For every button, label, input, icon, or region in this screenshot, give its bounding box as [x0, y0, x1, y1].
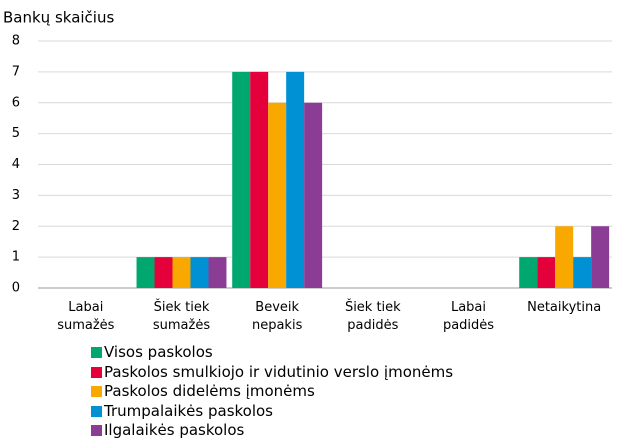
- bar: [172, 257, 191, 288]
- legend-swatch: [91, 405, 102, 417]
- bar: [208, 257, 227, 288]
- x-tick-label: Beveik nepakis: [251, 300, 303, 333]
- y-tick-label: 4: [12, 157, 20, 172]
- legend-swatch: [91, 347, 102, 358]
- y-tick-label: 3: [12, 188, 20, 203]
- y-tick-label: 8: [12, 34, 20, 49]
- y-tick-label: 6: [12, 95, 20, 110]
- bar: [136, 257, 155, 288]
- legend-label: Ilgalaikės paskolos: [104, 421, 245, 439]
- bar: [519, 257, 538, 288]
- x-tick-label: Šiek tiek sumažės: [152, 300, 211, 333]
- legend-swatch: [91, 425, 102, 436]
- x-tick-label: Labai padidės: [442, 300, 495, 333]
- legend-swatch: [91, 366, 102, 378]
- y-tick-label: 0: [12, 281, 20, 296]
- x-tick-label: Labai sumažės: [57, 300, 115, 333]
- y-tick-label: 7: [12, 64, 20, 79]
- legend-label: Paskolos smulkiojo ir vidutinio verslo į…: [104, 362, 454, 381]
- legend-label: Paskolos didelėms įmonėms: [104, 382, 315, 400]
- bar: [555, 226, 574, 288]
- bar: [268, 102, 287, 288]
- bar: [537, 257, 556, 288]
- bar: [154, 257, 173, 288]
- y-tick-label: 5: [12, 126, 20, 141]
- bar: [304, 102, 323, 288]
- bar: [573, 257, 592, 288]
- y-axis-label: Bankų skaičius: [3, 9, 114, 27]
- x-tick-label: Šiek tiek padidės: [344, 300, 401, 333]
- bar: [232, 71, 251, 288]
- legend-swatch: [91, 386, 102, 397]
- bar: [250, 71, 269, 288]
- y-tick-label: 1: [12, 250, 20, 265]
- bar: [190, 257, 209, 288]
- x-tick-label: Netaikytina: [527, 300, 602, 315]
- legend-label: Trumpalaikės paskolos: [104, 401, 273, 420]
- bar: [286, 71, 305, 288]
- legend-label: Visos paskolos: [104, 343, 213, 361]
- bar: [591, 226, 610, 288]
- y-tick-label: 2: [12, 219, 20, 234]
